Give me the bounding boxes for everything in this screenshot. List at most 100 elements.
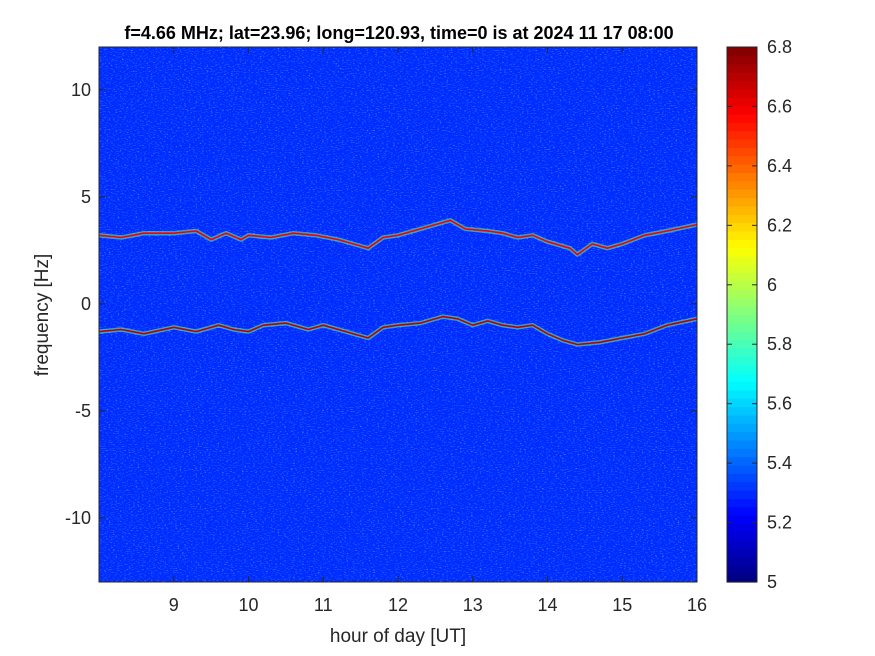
y-axis-label: frequency [Hz] [32,254,53,377]
colorbar-band [727,197,757,207]
y-tick-label: 5 [81,187,91,207]
colorbar-tick-label: 5.4 [767,453,792,473]
colorbar-tick-label: 6.6 [767,96,792,116]
colorbar-band [727,264,757,274]
colorbar-band [727,97,757,107]
colorbar-band [727,322,757,332]
colorbar-band [727,406,757,416]
colorbar-band [727,88,757,98]
colorbar-tick-label: 5 [767,572,777,592]
colorbar-band [727,515,757,525]
colorbar-band [727,172,757,182]
colorbar-band [727,381,757,391]
x-tick-label: 12 [388,595,408,615]
colorbar-band [727,306,757,316]
colorbar-band [727,230,757,240]
colorbar-band [727,247,757,257]
colorbar-band [727,356,757,366]
colorbar-band [727,473,757,483]
colorbar-band [727,506,757,516]
trace-2-line [99,315,697,346]
colorbar-band [727,423,757,433]
colorbar-band [727,531,757,541]
colorbar-frame [726,46,758,583]
y-tick-label: 0 [81,294,91,314]
colorbar-band [727,63,757,73]
colorbar-band [727,523,757,533]
x-tick-label: 10 [238,595,258,615]
spectrogram-plot-area [98,46,698,583]
colorbar-band [727,573,757,583]
colorbar-band [727,373,757,382]
colorbar-band [727,314,757,324]
trace-group [99,218,697,347]
x-axis-label: hour of day [UT] [330,626,466,647]
colorbar-band [727,364,757,374]
colorbar-band [727,540,757,550]
colorbar-band [727,122,757,132]
colorbar-band [727,105,757,115]
colorbar-band [727,331,757,341]
colorbar-band [727,548,757,558]
y-tick-label: 10 [71,80,91,100]
colorbar-band [727,214,757,224]
colorbar-band [727,481,757,491]
x-tick-label: 15 [612,595,632,615]
colorbar-band [727,439,757,449]
colorbar-band [727,72,757,82]
colorbar-band [727,80,757,90]
colorbar-band [727,255,757,265]
colorbar-band [727,138,757,148]
colorbar-tick-label: 6.4 [767,156,792,176]
y-axis-ticks: -10 -5 0 5 10 [65,80,697,528]
y-tick-label: -5 [75,401,91,421]
colorbar: 5 5.2 5.4 5.6 5.8 6 6.2 6.4 6.6 6.8 [726,37,792,592]
colorbar-band [727,55,757,65]
colorbar-tick-label: 6 [767,275,777,295]
colorbar-band [727,464,757,474]
x-tick-label: 11 [314,595,333,615]
colorbar-band [727,347,757,357]
colorbar-tick-label: 6.8 [767,37,792,57]
colorbar-ticks: 5 5.2 5.4 5.6 5.8 6 6.2 6.4 6.6 6.8 [727,37,792,592]
y-tick-label: -10 [65,508,91,528]
colorbar-band [727,414,757,424]
colorbar-band [727,189,757,199]
colorbar-band [727,498,757,508]
colorbar-tick-label: 5.6 [767,394,792,414]
colorbar-band [727,289,757,299]
x-tick-label: 16 [687,595,707,615]
colorbar-tick-label: 6.2 [767,215,792,235]
colorbar-band [727,272,757,282]
colorbar-band [727,297,757,307]
colorbar-band [727,339,757,349]
colorbar-tick-label: 5.8 [767,334,792,354]
colorbar-band [727,398,757,408]
colorbar-band [727,155,757,165]
colorbar-band [727,130,757,140]
x-axis-ticks: 9 10 11 12 13 14 15 16 [169,47,707,615]
colorbar-band [727,47,757,56]
colorbar-band [727,222,757,232]
colorbar-band [727,180,757,190]
colorbar-band [727,239,757,249]
colorbar-band [727,490,757,500]
colorbar-band [727,113,757,123]
colorbar-band [727,448,757,458]
x-tick-label: 14 [537,595,557,615]
trace-1-line [99,219,697,256]
colorbar-band [727,389,757,399]
colorbar-band [727,281,757,291]
colorbar-band [727,456,757,466]
spectrogram-noise [99,47,697,582]
colorbar-tick-label: 5.2 [767,513,792,533]
colorbar-gradient [727,47,757,583]
x-tick-label: 13 [463,595,483,615]
chart-title: f=4.66 MHz; lat=23.96; long=120.93, time… [124,23,673,43]
colorbar-band [727,565,757,575]
colorbar-band [727,205,757,215]
colorbar-band [727,431,757,441]
colorbar-band [727,147,757,157]
x-tick-label: 9 [169,595,179,615]
